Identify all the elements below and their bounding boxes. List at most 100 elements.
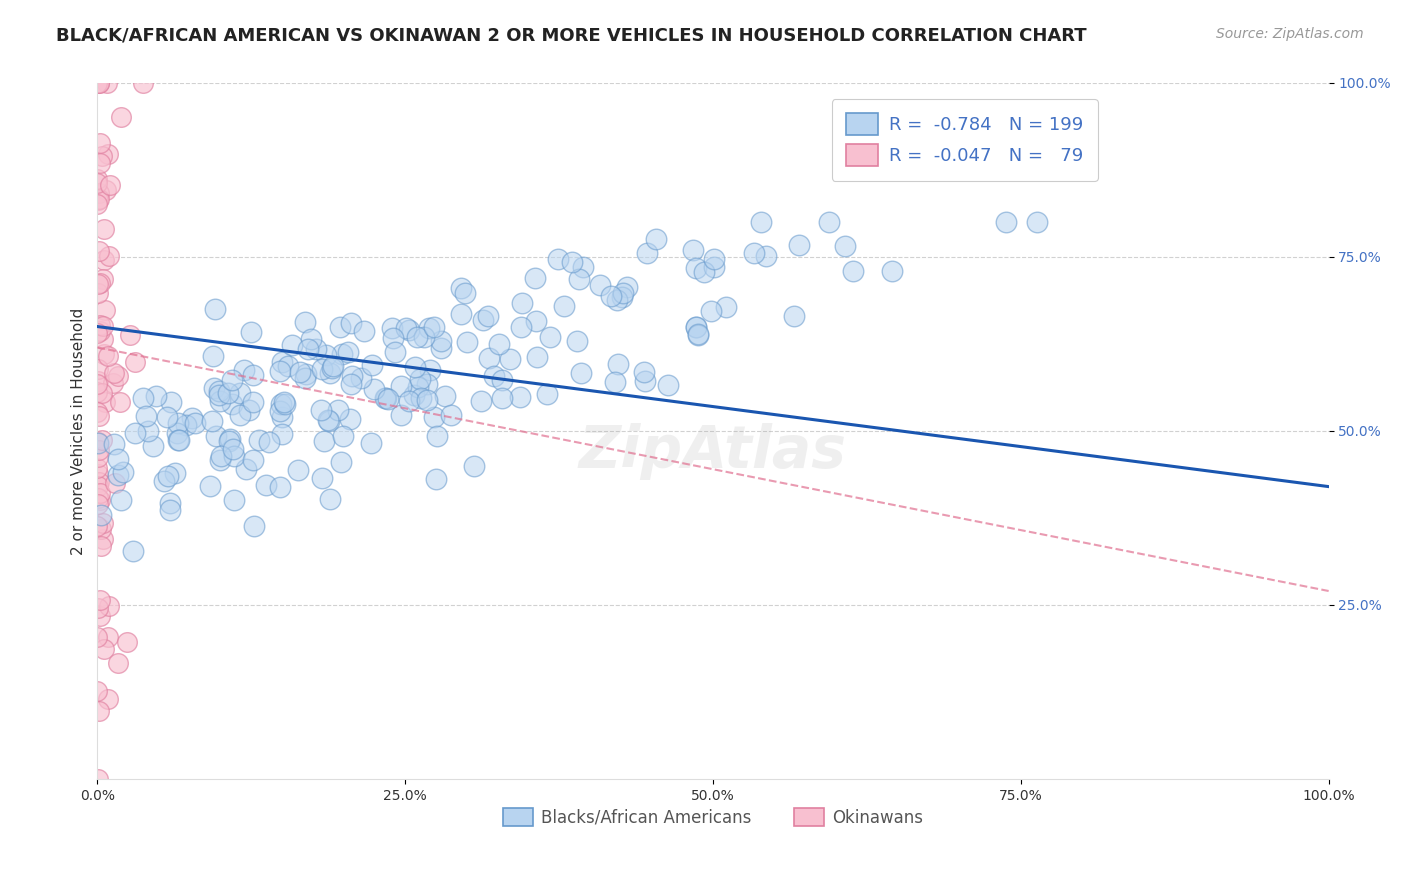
Point bbox=[87, 186, 110, 200]
Point bbox=[91, 319, 114, 334]
Point bbox=[156, 410, 179, 425]
Point bbox=[607, 357, 630, 371]
Point bbox=[87, 374, 110, 388]
Point bbox=[471, 313, 494, 327]
Point bbox=[93, 516, 115, 531]
Point bbox=[87, 192, 110, 206]
Point bbox=[295, 367, 318, 381]
Point bbox=[219, 432, 242, 446]
Point bbox=[547, 252, 569, 266]
Point bbox=[299, 332, 322, 346]
Point bbox=[491, 373, 513, 387]
Point bbox=[124, 354, 146, 368]
Point bbox=[97, 349, 120, 363]
Point bbox=[222, 450, 245, 464]
Point bbox=[208, 453, 231, 467]
Point bbox=[612, 285, 634, 300]
Point bbox=[94, 183, 117, 197]
Point bbox=[456, 334, 478, 349]
Point bbox=[86, 193, 108, 207]
Point bbox=[415, 377, 437, 392]
Point bbox=[430, 341, 453, 355]
Point bbox=[787, 238, 810, 252]
Point bbox=[118, 327, 141, 342]
Point bbox=[319, 491, 342, 506]
Point bbox=[91, 532, 114, 546]
Point bbox=[90, 522, 112, 536]
Point bbox=[107, 656, 129, 670]
Point bbox=[87, 362, 110, 376]
Point bbox=[167, 433, 190, 447]
Point bbox=[509, 390, 531, 404]
Point bbox=[202, 381, 225, 395]
Point bbox=[209, 450, 232, 464]
Point bbox=[87, 497, 110, 511]
Point bbox=[488, 336, 510, 351]
Point bbox=[243, 518, 266, 533]
Point bbox=[224, 493, 246, 508]
Point bbox=[589, 278, 612, 293]
Point bbox=[238, 403, 260, 417]
Point bbox=[94, 303, 117, 318]
Point bbox=[86, 176, 108, 190]
Point bbox=[93, 222, 115, 236]
Point bbox=[603, 375, 626, 389]
Point bbox=[112, 465, 135, 479]
Point bbox=[311, 362, 333, 376]
Point bbox=[360, 435, 382, 450]
Point bbox=[89, 156, 111, 170]
Point bbox=[93, 252, 115, 267]
Point bbox=[91, 272, 114, 286]
Point bbox=[742, 245, 765, 260]
Point bbox=[87, 76, 110, 90]
Point bbox=[89, 276, 111, 290]
Point bbox=[87, 478, 110, 492]
Point bbox=[87, 491, 110, 505]
Point bbox=[166, 426, 188, 441]
Point bbox=[418, 321, 440, 335]
Point bbox=[332, 429, 354, 443]
Point bbox=[450, 307, 472, 321]
Point bbox=[287, 463, 309, 477]
Point bbox=[280, 337, 302, 351]
Point bbox=[565, 334, 588, 348]
Point bbox=[685, 320, 707, 334]
Point bbox=[201, 414, 224, 428]
Point bbox=[208, 384, 231, 398]
Point bbox=[568, 272, 591, 286]
Point bbox=[247, 433, 270, 447]
Point bbox=[270, 397, 292, 411]
Point bbox=[783, 310, 806, 324]
Point bbox=[755, 249, 778, 263]
Point bbox=[470, 394, 492, 409]
Point bbox=[163, 467, 186, 481]
Point bbox=[274, 397, 297, 411]
Point bbox=[463, 459, 485, 474]
Point bbox=[389, 379, 412, 393]
Point bbox=[749, 215, 772, 229]
Point bbox=[634, 374, 657, 388]
Point bbox=[235, 462, 257, 476]
Point bbox=[93, 395, 115, 409]
Point bbox=[526, 351, 548, 365]
Point bbox=[703, 252, 725, 267]
Point bbox=[616, 280, 638, 294]
Point bbox=[318, 413, 340, 427]
Point bbox=[538, 330, 561, 344]
Legend: Blacks/African Americans, Okinawans: Blacks/African Americans, Okinawans bbox=[496, 801, 929, 833]
Point bbox=[87, 436, 110, 450]
Point bbox=[183, 416, 205, 430]
Point bbox=[132, 76, 155, 90]
Point bbox=[416, 393, 439, 408]
Point bbox=[269, 480, 291, 494]
Point bbox=[512, 296, 534, 310]
Point bbox=[321, 361, 343, 376]
Point bbox=[86, 326, 108, 341]
Point bbox=[688, 327, 710, 342]
Point bbox=[600, 289, 623, 303]
Point bbox=[374, 391, 396, 405]
Point bbox=[375, 391, 398, 405]
Point bbox=[110, 493, 132, 508]
Point bbox=[685, 260, 707, 275]
Point bbox=[98, 178, 121, 193]
